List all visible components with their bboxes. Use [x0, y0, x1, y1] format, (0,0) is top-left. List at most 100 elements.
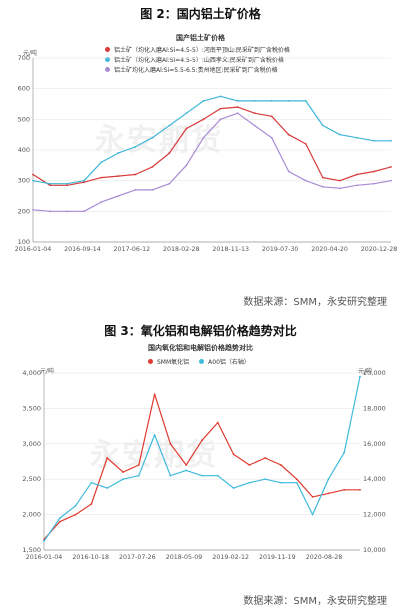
series-line-1: [32, 106, 392, 186]
data-point: [106, 457, 109, 459]
data-point: [232, 453, 235, 456]
data-point: [202, 100, 205, 102]
y-tick-label: 2,500: [22, 475, 41, 483]
data-point: [373, 182, 375, 185]
data-point: [264, 478, 267, 481]
legend-item: SMM氧化铝 A00铝（右轴）: [148, 356, 250, 366]
data-point: [137, 464, 140, 466]
data-point: [185, 469, 188, 472]
legend-swatch: [105, 56, 110, 62]
data-point: [295, 481, 298, 484]
legend-item: 铝土矿（均化入磨Al:Si=4.5-5）:河南平顶山:民采矿到厂含税价格: [105, 44, 290, 54]
data-point: [390, 165, 392, 168]
y-tick-label: 400: [18, 146, 30, 154]
data-point: [321, 124, 324, 127]
data-point: [168, 152, 171, 154]
x-tick-label: 2020-12-28: [361, 246, 398, 253]
series-line-2: [32, 95, 391, 185]
data-point: [373, 139, 375, 142]
data-point: [122, 471, 124, 474]
data-point: [373, 170, 375, 173]
data-point: [236, 106, 239, 108]
data-point: [270, 136, 273, 139]
data-point: [66, 210, 68, 213]
data-point: [270, 100, 273, 102]
legend-label: SMM氧化铝: [157, 358, 190, 366]
data-point: [153, 393, 156, 396]
x-tick-label: 2017-06-12: [114, 246, 151, 253]
figure3-chart-title: 国内氧化铝和电解铝价格趋势对比: [148, 344, 253, 352]
data-point: [83, 210, 86, 213]
figure3-source: 数据来源：SMM，永安研究整理: [243, 596, 387, 607]
data-point: [43, 540, 45, 543]
data-point: [356, 184, 358, 187]
x-tick-label: 2016-10-18: [72, 554, 109, 561]
y-tick-label: 200: [18, 207, 30, 215]
figure3-caption: 图 3：氧化铝和电解铝价格趋势对比: [104, 324, 297, 338]
data-point: [185, 464, 188, 466]
legend-swatch: [148, 358, 153, 364]
data-point: [117, 152, 120, 154]
data-point: [327, 492, 330, 495]
data-point: [49, 184, 51, 187]
data-point: [122, 478, 124, 481]
data-point: [248, 481, 251, 484]
data-point: [185, 127, 188, 130]
data-point: [264, 457, 267, 459]
data-point: [49, 182, 51, 185]
x-tick-label: 2017-07-26: [119, 554, 156, 561]
data-point: [216, 474, 219, 477]
series-line-1: [43, 393, 360, 540]
figure2-watermark: 永安期货: [95, 123, 223, 158]
legend-swatch: [105, 46, 110, 52]
data-point: [219, 107, 222, 110]
data-point: [338, 179, 341, 182]
data-point: [66, 184, 68, 187]
x-tick-label: 2019-02-12: [212, 554, 249, 561]
data-point: [168, 182, 171, 185]
data-point: [151, 188, 154, 191]
data-point: [280, 481, 282, 484]
x-tick-label: 2019-07-30: [262, 246, 299, 253]
data-point: [304, 142, 307, 145]
data-point: [83, 181, 86, 184]
x-tick-label: 2018-05-09: [166, 554, 203, 561]
data-point: [321, 185, 324, 188]
figure3-ylabel-right: 元/吨: [358, 368, 373, 375]
data-point: [356, 136, 358, 139]
data-point: [74, 504, 77, 507]
data-point: [117, 175, 120, 177]
data-point: [327, 478, 330, 481]
legend-swatch: [199, 358, 205, 364]
data-point: [90, 481, 93, 484]
x-tick-label: 2018-11-13: [212, 246, 249, 253]
data-point: [236, 100, 239, 102]
data-point: [137, 474, 140, 477]
x-tick-label: 2018-02-28: [163, 246, 200, 253]
data-point: [134, 146, 137, 148]
data-point: [151, 136, 154, 139]
data-point: [338, 133, 341, 136]
figure2-chart-title: 国产铝土矿价格: [176, 34, 225, 42]
data-point: [270, 115, 273, 118]
series-line-3: [32, 112, 392, 212]
data-point: [338, 187, 341, 190]
y-tick-label: 1,500: [22, 546, 41, 554]
data-point: [90, 503, 93, 505]
data-point: [219, 95, 222, 98]
data-point: [304, 179, 307, 182]
data-point: [58, 520, 61, 523]
data-point: [100, 176, 103, 179]
data-point: [287, 133, 290, 136]
y-right-tick-label: 10,000: [363, 546, 386, 554]
data-point: [343, 488, 346, 491]
y-tick-label: 500: [18, 115, 30, 123]
x-tick-label: 2016-09-14: [64, 246, 101, 253]
data-point: [151, 165, 154, 168]
y-tick-label: 100: [18, 238, 30, 246]
y-right-tick-label: 18,000: [363, 404, 386, 412]
data-point: [311, 496, 314, 498]
data-point: [32, 208, 34, 211]
data-point: [295, 478, 298, 481]
data-point: [185, 164, 188, 167]
